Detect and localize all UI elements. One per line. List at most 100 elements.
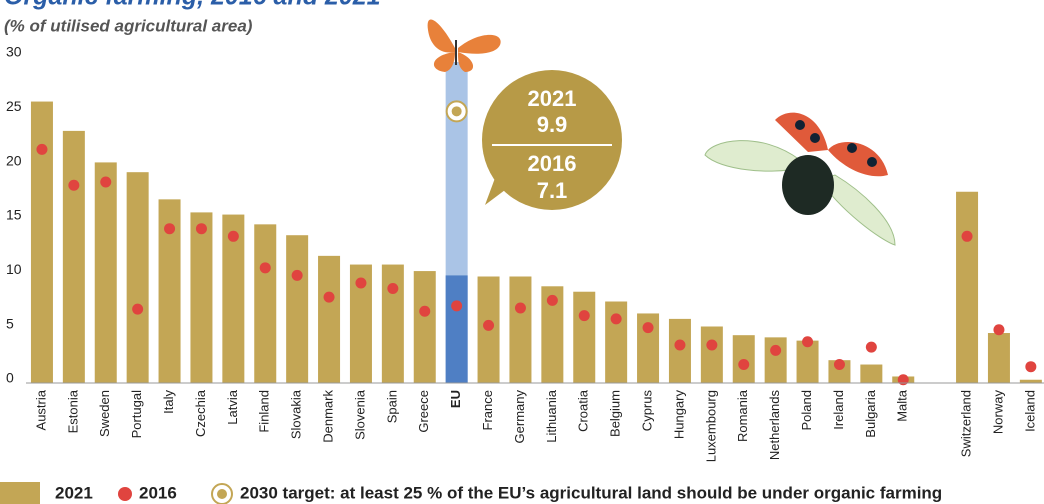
dot bbox=[1025, 361, 1037, 373]
dot bbox=[578, 310, 590, 322]
dot bbox=[227, 230, 239, 242]
dot bbox=[738, 359, 750, 371]
x-tick-label: Latvia bbox=[225, 389, 240, 424]
dot bbox=[419, 305, 431, 317]
bar bbox=[700, 326, 723, 383]
dot bbox=[674, 339, 686, 351]
bar bbox=[1019, 379, 1042, 383]
dot bbox=[897, 374, 909, 386]
x-tick-label: Spain bbox=[384, 390, 399, 423]
legend-target-icon bbox=[217, 489, 227, 499]
bar bbox=[349, 264, 372, 383]
x-tick-label: Czechia bbox=[193, 389, 208, 437]
x-tick-label: Greece bbox=[416, 390, 431, 433]
y-tick-label: 10 bbox=[6, 261, 22, 277]
x-tick-label: Hungary bbox=[671, 390, 686, 440]
chart-title: Organic farming, 2016 and 2021 bbox=[4, 0, 381, 11]
bar bbox=[190, 212, 213, 383]
x-tick-label: Austria bbox=[33, 389, 48, 430]
x-tick-label: EU bbox=[448, 390, 463, 408]
ladybug-illustration bbox=[704, 112, 896, 246]
x-tick-label: Sweden bbox=[97, 390, 112, 437]
bar bbox=[668, 318, 691, 383]
target-marker-core bbox=[451, 106, 462, 117]
x-tick-label: Portugal bbox=[129, 390, 144, 439]
y-tick-label: 25 bbox=[6, 98, 22, 114]
butterfly-illustration bbox=[427, 19, 501, 72]
x-tick-label: Switzerland bbox=[958, 390, 973, 457]
dot bbox=[610, 313, 622, 325]
dot bbox=[993, 324, 1005, 336]
dot bbox=[770, 344, 782, 356]
y-tick-label: 15 bbox=[6, 207, 22, 223]
x-tick-label: Lithuania bbox=[544, 389, 559, 443]
legend: 2021 2016 2030 target: at least 25 % of … bbox=[0, 482, 942, 504]
legend-swatch bbox=[0, 482, 40, 504]
bar bbox=[764, 337, 787, 383]
annotation-value: 7.1 bbox=[537, 178, 568, 203]
dot bbox=[355, 277, 367, 289]
dot bbox=[68, 179, 80, 191]
x-tick-label: Germany bbox=[512, 390, 527, 444]
dot bbox=[259, 262, 271, 274]
x-tick-label: Romania bbox=[735, 389, 750, 442]
bar bbox=[573, 291, 596, 383]
dot bbox=[164, 223, 176, 235]
dot bbox=[546, 294, 558, 306]
bar bbox=[94, 162, 117, 383]
x-tick-label: Finland bbox=[257, 390, 272, 433]
y-tick-label: 20 bbox=[6, 152, 22, 168]
bar bbox=[381, 264, 404, 383]
bar bbox=[796, 340, 819, 383]
dot bbox=[100, 176, 112, 188]
bar bbox=[987, 333, 1010, 383]
bar bbox=[413, 271, 436, 383]
dot bbox=[323, 291, 335, 303]
legend-label: 2021 bbox=[55, 483, 93, 502]
x-tick-label: Poland bbox=[799, 390, 814, 430]
x-tick-label: Estonia bbox=[65, 389, 80, 433]
bar bbox=[30, 101, 53, 383]
annotation-year: 2016 bbox=[528, 151, 577, 176]
y-tick-label: 0 bbox=[6, 370, 14, 386]
annotation-year: 2021 bbox=[528, 86, 577, 111]
x-tick-label: Croatia bbox=[576, 389, 591, 432]
annotation-value: 9.9 bbox=[537, 112, 568, 137]
chart-subtitle: (% of utilised agricultural area) bbox=[4, 16, 253, 35]
bar bbox=[62, 130, 85, 383]
dot bbox=[865, 341, 877, 353]
legend-label: 2030 target: at least 25 % of the EU’s a… bbox=[240, 483, 942, 502]
bar bbox=[158, 199, 181, 383]
dot bbox=[195, 223, 207, 235]
bar bbox=[956, 191, 979, 383]
dot bbox=[706, 339, 718, 351]
legend-label: 2016 bbox=[139, 483, 177, 502]
x-tick-label: Luxembourg bbox=[703, 390, 718, 462]
dot bbox=[642, 322, 654, 334]
x-tick-label: Ireland bbox=[831, 390, 846, 430]
x-tick-label: Italy bbox=[161, 390, 176, 414]
bar bbox=[222, 214, 245, 383]
dot bbox=[36, 143, 48, 155]
bar bbox=[286, 235, 309, 383]
dot bbox=[132, 303, 144, 315]
dot bbox=[514, 302, 526, 314]
bar bbox=[828, 360, 851, 383]
bar bbox=[860, 364, 883, 383]
x-tick-label: Malta bbox=[895, 389, 910, 422]
bar bbox=[445, 275, 468, 383]
bar bbox=[318, 255, 341, 383]
bar bbox=[509, 276, 532, 383]
x-tick-label: Bulgaria bbox=[863, 389, 878, 437]
bar bbox=[541, 286, 564, 383]
x-tick-label: Norway bbox=[990, 390, 1005, 435]
eu-annotation: 2021 9.9 2016 7.1 bbox=[482, 70, 622, 210]
x-tick-label: France bbox=[480, 390, 495, 430]
legend-target-icon bbox=[211, 483, 233, 504]
x-tick-label: Netherlands bbox=[767, 390, 782, 461]
x-tick-label: Cyprus bbox=[639, 390, 654, 432]
dot bbox=[483, 319, 495, 331]
dot bbox=[387, 282, 399, 294]
